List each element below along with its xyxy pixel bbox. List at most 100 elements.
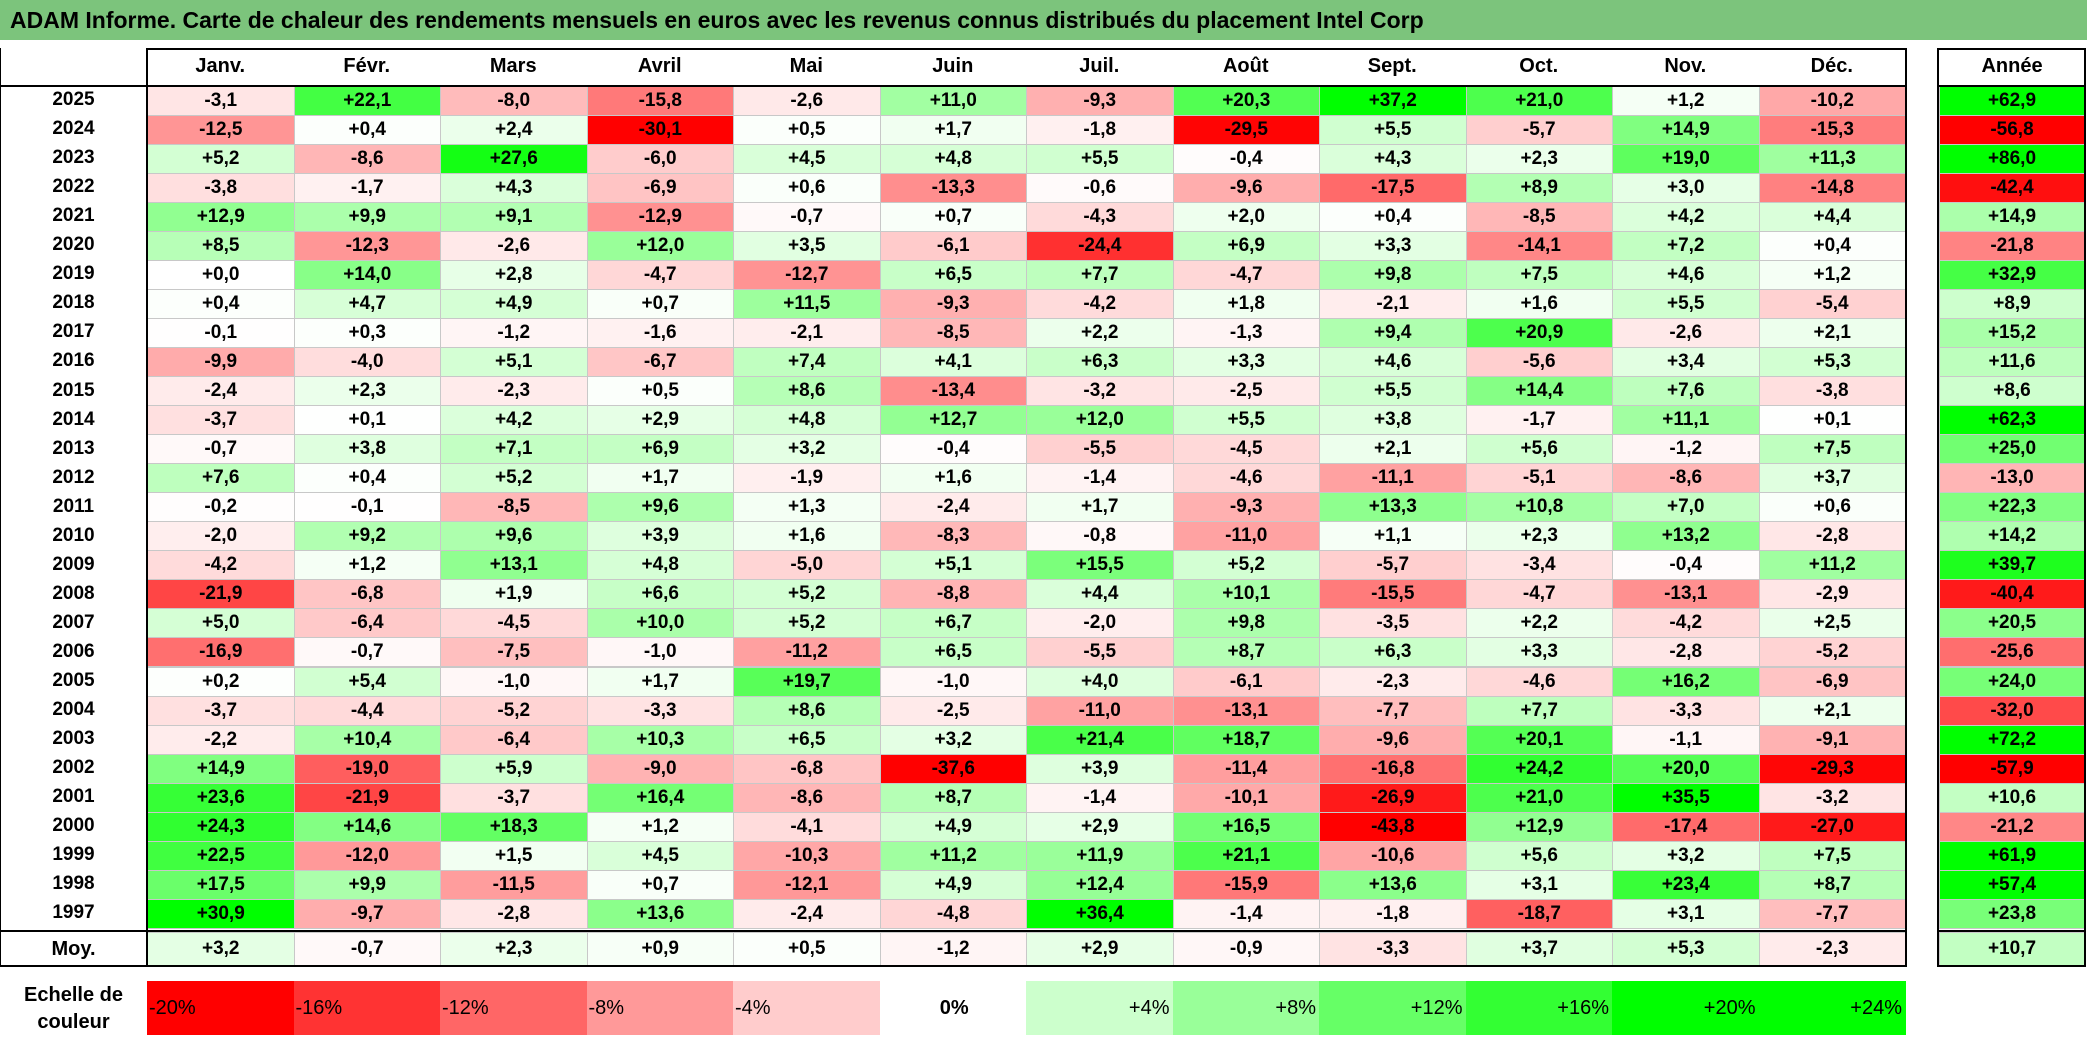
average-cell: +3,2 — [147, 932, 295, 966]
heat-cell: -21,9 — [293, 782, 441, 813]
heat-cell: -0,1 — [293, 492, 441, 523]
heat-cell: +6,5 — [879, 259, 1027, 290]
heat-cell: +4,9 — [879, 869, 1027, 900]
annual-cell: -13,0 — [1939, 463, 2085, 494]
heat-cell: +11,3 — [1758, 143, 1906, 174]
heat-cell: +12,7 — [879, 405, 1027, 436]
annual-cell: -42,4 — [1939, 172, 2085, 203]
heat-cell: -2,3 — [1319, 666, 1467, 697]
annual-cell: -56,8 — [1939, 114, 2085, 145]
heat-cell: +8,5 — [147, 230, 295, 261]
heat-cell: +21,1 — [1172, 840, 1320, 871]
heat-cell: +4,9 — [440, 288, 588, 319]
heat-cell: -5,5 — [1026, 434, 1174, 465]
heat-cell: -29,5 — [1172, 114, 1320, 145]
heat-cell: -0,1 — [147, 317, 295, 348]
heat-cell: +23,6 — [147, 782, 295, 813]
heat-cell: -4,1 — [733, 811, 881, 842]
year-label: 2023 — [52, 147, 95, 169]
heat-cell: -4,8 — [879, 898, 1027, 929]
heat-cell: -15,3 — [1758, 114, 1906, 145]
heat-cell: +2,9 — [1026, 811, 1174, 842]
heat-cell: -3,7 — [147, 695, 295, 726]
heat-cell: +0,5 — [586, 376, 734, 407]
left-border — [0, 48, 1, 967]
average-divider-top — [0, 930, 1907, 932]
heat-cell: -29,3 — [1758, 753, 1906, 784]
heat-cell: +3,3 — [1465, 637, 1613, 668]
heat-cell: +2,2 — [1465, 608, 1613, 639]
heat-cell: -11,0 — [1026, 695, 1174, 726]
heat-cell: -8,8 — [879, 579, 1027, 610]
heat-cell: +10,4 — [293, 724, 441, 755]
color-scale-stop: +24% — [1758, 981, 1906, 1035]
heat-cell: +2,8 — [440, 259, 588, 290]
color-scale-stop: +20% — [1612, 981, 1760, 1035]
heat-cell: +3,7 — [1758, 463, 1906, 494]
heat-cell: +3,2 — [733, 434, 881, 465]
heat-cell: +22,5 — [147, 840, 295, 871]
heat-cell: +9,8 — [1172, 608, 1320, 639]
heat-cell: +16,2 — [1612, 666, 1760, 697]
heat-cell: -6,4 — [293, 608, 441, 639]
month-header: Oct. — [1519, 54, 1559, 77]
heat-cell: +1,7 — [586, 666, 734, 697]
heat-cell: -17,4 — [1612, 811, 1760, 842]
color-scale-stop: -16% — [293, 981, 441, 1035]
heat-cell: -6,0 — [586, 143, 734, 174]
heat-cell: -2,8 — [440, 898, 588, 929]
heat-cell: +14,4 — [1465, 376, 1613, 407]
heat-cell: +5,5 — [1172, 405, 1320, 436]
color-scale-stop: +4% — [1026, 981, 1174, 1035]
annual-cell: -32,0 — [1939, 695, 2085, 726]
heat-cell: +20,0 — [1612, 753, 1760, 784]
heat-cell: +8,7 — [879, 782, 1027, 813]
heat-cell: +2,1 — [1758, 695, 1906, 726]
heat-cell: +11,1 — [1612, 405, 1760, 436]
month-header: Juil. — [1079, 54, 1120, 77]
heat-cell: +4,7 — [293, 288, 441, 319]
year-label: 2024 — [52, 118, 95, 140]
heat-cell: +2,3 — [1465, 521, 1613, 552]
annual-cell: -21,2 — [1939, 811, 2085, 842]
heat-cell: -2,8 — [1612, 637, 1760, 668]
heat-cell: -12,1 — [733, 869, 881, 900]
heat-cell: -2,2 — [147, 724, 295, 755]
heat-cell: +4,9 — [879, 811, 1027, 842]
year-label: 2007 — [52, 611, 95, 633]
heat-cell: -8,0 — [440, 85, 588, 116]
heat-cell: +6,9 — [1172, 230, 1320, 261]
heat-cell: -9,6 — [1319, 724, 1467, 755]
year-label: 2003 — [52, 728, 95, 750]
heat-cell: +1,6 — [1465, 288, 1613, 319]
heat-cell: +7,5 — [1758, 434, 1906, 465]
heat-cell: +13,3 — [1319, 492, 1467, 523]
heat-cell: -3,1 — [147, 85, 295, 116]
heat-cell: +4,8 — [586, 550, 734, 581]
heat-cell: +3,8 — [293, 434, 441, 465]
year-label: 2016 — [52, 350, 95, 372]
heat-cell: -0,6 — [1026, 172, 1174, 203]
heat-cell: +21,4 — [1026, 724, 1174, 755]
heat-cell: -2,6 — [733, 85, 881, 116]
year-label: 2019 — [52, 263, 95, 285]
annual-cell: +39,7 — [1939, 550, 2085, 581]
heat-cell: -19,0 — [293, 753, 441, 784]
heat-cell: -10,3 — [733, 840, 881, 871]
annual-cell: +61,9 — [1939, 840, 2085, 871]
heat-cell: +0,1 — [1758, 405, 1906, 436]
average-cell: -0,7 — [293, 932, 441, 966]
heat-cell: -5,2 — [440, 695, 588, 726]
heat-cell: +7,6 — [1612, 376, 1760, 407]
month-header: Févr. — [343, 54, 391, 77]
heat-cell: -4,7 — [586, 259, 734, 290]
heat-cell: -3,7 — [147, 405, 295, 436]
heat-cell: -1,8 — [1319, 898, 1467, 929]
month-header: Août — [1222, 54, 1269, 77]
heat-cell: -7,5 — [440, 637, 588, 668]
heat-cell: -2,6 — [1612, 317, 1760, 348]
heat-cell: -2,1 — [1319, 288, 1467, 319]
heat-cell: +4,6 — [1319, 346, 1467, 377]
heat-cell: +3,3 — [1319, 230, 1467, 261]
average-cell: -3,3 — [1319, 932, 1467, 966]
